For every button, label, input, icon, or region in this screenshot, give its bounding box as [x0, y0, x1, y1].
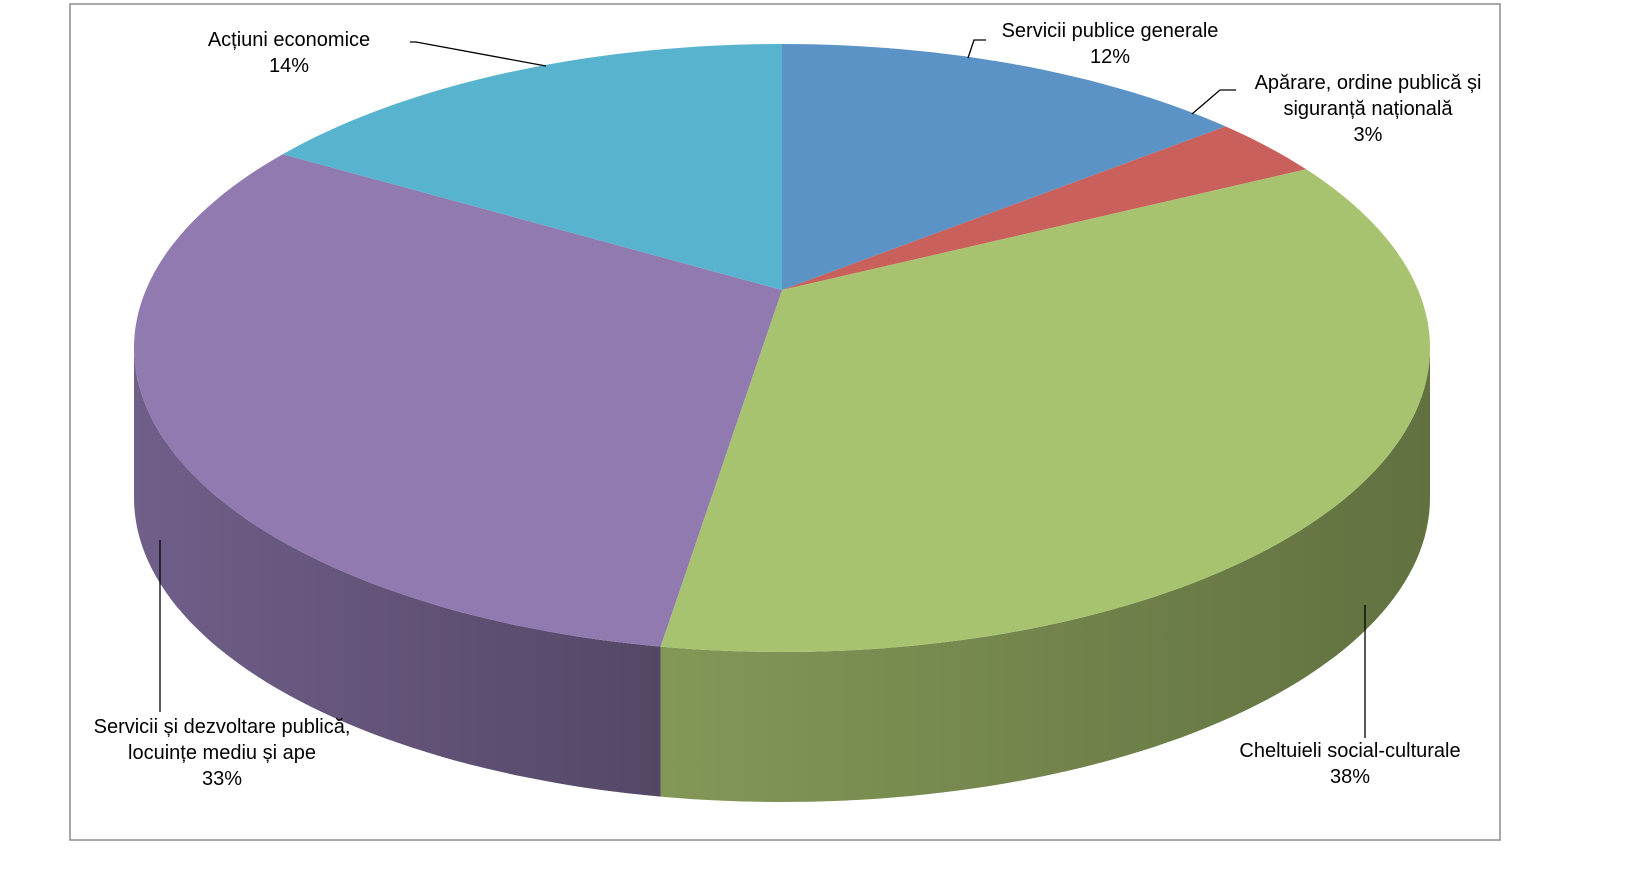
pie-slice: [660, 169, 1430, 653]
pie-slice: [134, 154, 782, 647]
data-label: Apărare, ordine publică și siguranță naț…: [1233, 70, 1503, 148]
value-label: 38%: [1329, 766, 1371, 788]
leader-line: [1191, 89, 1236, 115]
data-label: Acțiuni economice 14%: [159, 27, 419, 79]
data-label: Servicii publice generale 12%: [960, 18, 1260, 70]
pie-slice-side: [134, 348, 661, 797]
pie-slice: [782, 126, 1307, 291]
leader-line: [967, 39, 986, 59]
category-label: Acțiuni economice: [207, 29, 371, 51]
pie-slice-side: [660, 348, 1430, 802]
pie-slice: [782, 44, 1226, 290]
value-label: 14%: [268, 55, 310, 77]
value-label: 3%: [1353, 124, 1383, 146]
pie-slice: [282, 44, 782, 290]
leader-line: [410, 41, 547, 67]
value-label: 12%: [1089, 46, 1131, 68]
data-label: Servicii și dezvoltare publică, locuințe…: [91, 714, 353, 792]
value-label: 33%: [201, 768, 243, 790]
category-label: Servicii publice generale: [1001, 20, 1219, 42]
data-label: Cheltuieli social-culturale 38%: [1200, 738, 1500, 790]
category-label: Servicii și dezvoltare publică, locuințe…: [93, 716, 351, 764]
category-label: Cheltuieli social-culturale: [1239, 740, 1461, 762]
category-label: Apărare, ordine publică și siguranță naț…: [1254, 72, 1482, 120]
chart-frame: [69, 3, 1501, 841]
